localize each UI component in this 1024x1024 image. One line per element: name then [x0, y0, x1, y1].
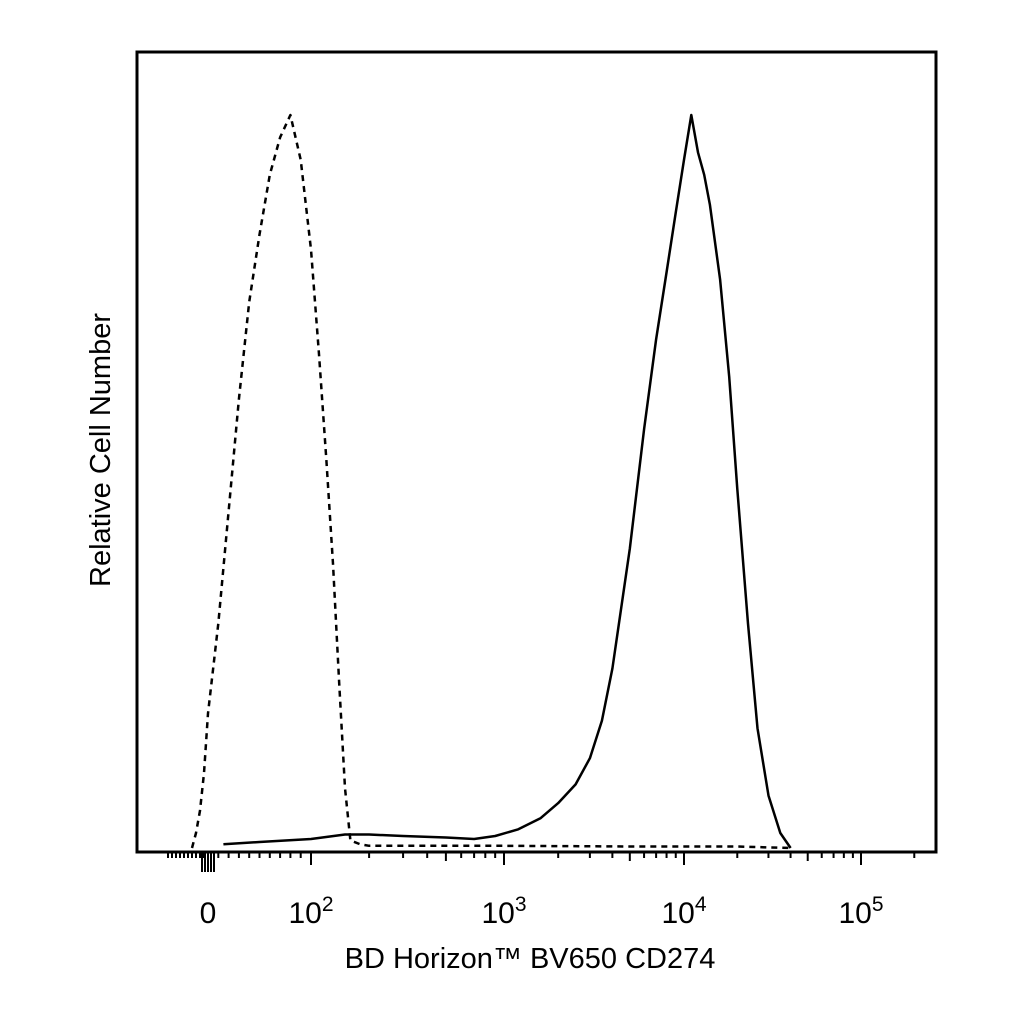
x-tick-labels: 0 102 103 104 105 — [200, 893, 884, 930]
x-tick-label: 104 — [661, 893, 706, 930]
series-dashed-curve — [190, 113, 791, 850]
series-layer — [190, 113, 792, 850]
plot-frame — [135, 50, 938, 854]
x-axis-title: BD Horizon™ BV650 CD274 — [345, 943, 716, 975]
x-tick-label: 105 — [838, 893, 883, 930]
y-axis-title: Relative Cell Number — [85, 313, 117, 587]
x-tick-label: 102 — [288, 893, 333, 930]
x-tick-label: 103 — [481, 893, 526, 930]
x-axis-ticks — [167, 852, 916, 872]
series-solid-curve — [223, 113, 792, 849]
x-tick-label: 0 — [200, 897, 217, 930]
